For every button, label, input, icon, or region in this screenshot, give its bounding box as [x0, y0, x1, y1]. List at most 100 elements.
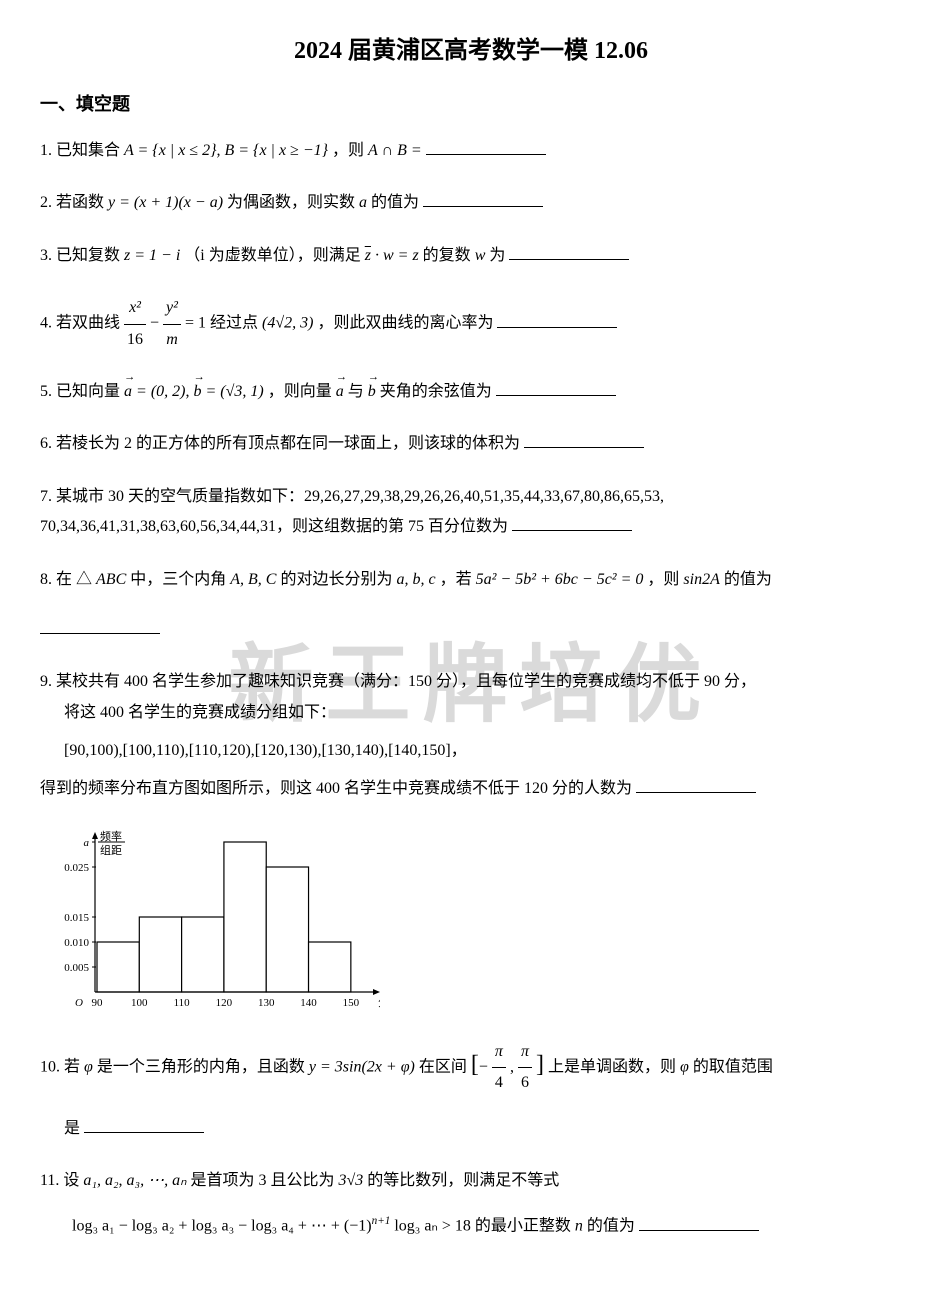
- svg-text:分数: 分数: [378, 996, 380, 1009]
- q-num: 10.: [40, 1058, 60, 1075]
- page-title: 2024 届黄浦区高考数学一模 12.06: [40, 30, 902, 65]
- eq: 5a² − 5b² + 6bc − 5c² = 0: [476, 571, 644, 588]
- q-num: 7.: [40, 488, 52, 505]
- answer-blank: [426, 138, 546, 155]
- question-3: 3. 已知复数 z = 1 − i （i 为虚数单位），则满足 z · w = …: [40, 241, 902, 271]
- q-num: 8.: [40, 571, 52, 588]
- q-num: 1.: [40, 142, 52, 159]
- q-text: 在区间: [419, 1058, 471, 1075]
- eq: = 1: [185, 315, 206, 332]
- question-10: 10. 若 φ 是一个三角形的内角，且函数 y = 3sin(2x + φ) 在…: [40, 1037, 902, 1144]
- q-num: 11.: [40, 1172, 59, 1189]
- q-num: 2.: [40, 194, 52, 211]
- svg-text:频率: 频率: [100, 829, 122, 843]
- section-header: 一、填空题: [40, 90, 902, 116]
- question-8: 8. 在 △ ABC 中，三个内角 A, B, C 的对边长分别为 a, b, …: [40, 565, 902, 646]
- log-expr: log₃ a₁ − log₃ a₂ + log₃ a₃ − log₃ a₄ + …: [72, 1218, 372, 1235]
- fraction: y²m: [163, 293, 181, 355]
- answer-blank: [423, 190, 543, 207]
- svg-text:0.010: 0.010: [64, 937, 89, 949]
- answer-blank: [509, 243, 629, 260]
- answer-blank: [84, 1116, 204, 1133]
- q-formula: A = {x | x ≤ 2}, B = {x | x ≥ −1}: [124, 142, 328, 159]
- fraction: x²16: [124, 293, 146, 355]
- var-phi: φ: [680, 1058, 689, 1075]
- svg-text:140: 140: [300, 997, 317, 1009]
- question-5: 5. 已知向量 a = (0, 2), b = (√3, 1) ，则向量 a 与…: [40, 377, 902, 407]
- q-result: A ∩ B =: [368, 142, 422, 159]
- svg-text:90: 90: [92, 997, 104, 1009]
- histogram-svg: 0.0050.0100.0150.025a9010011012013014015…: [40, 827, 380, 1017]
- var-n: n: [575, 1218, 583, 1235]
- question-6: 6. 若棱长为 2 的正方体的所有顶点都在同一球面上，则该球的体积为: [40, 429, 902, 459]
- q-text: 将这 400 名学生的竞赛成绩分组如下：: [64, 704, 336, 721]
- q-text: 得到的频率分布直方图如图所示，则这 400 名学生中竞赛成绩不低于 120 分的…: [40, 780, 632, 797]
- q-text: 70,34,36,41,31,38,63,60,56,34,44,31，则这组数…: [40, 518, 508, 535]
- answer-blank: [639, 1214, 759, 1231]
- q-text: 若函数: [56, 194, 108, 211]
- log-end: log₃ aₙ > 18: [394, 1218, 471, 1235]
- svg-text:0.015: 0.015: [64, 912, 89, 924]
- q-var: a: [359, 194, 367, 211]
- q-text: 是一个三角形的内角，且函数: [97, 1058, 309, 1075]
- question-2: 2. 若函数 y = (x + 1)(x − a) 为偶函数，则实数 a 的值为: [40, 188, 902, 218]
- q-text: 夹角的余弦值为: [380, 383, 492, 400]
- q-text: 的对边长分别为: [280, 571, 396, 588]
- svg-text:130: 130: [258, 997, 275, 1009]
- question-9: 9. 某校共有 400 名学生参加了趣味知识竞赛（满分：150 分），且每位学生…: [40, 667, 902, 805]
- answer-blank: [40, 617, 160, 634]
- vector-b: b: [368, 377, 376, 407]
- q-text: ，则向量: [268, 383, 336, 400]
- answer-blank: [524, 431, 644, 448]
- q-text: 若双曲线: [56, 315, 124, 332]
- q-text: 在 △: [56, 571, 92, 588]
- question-1: 1. 已知集合 A = {x | x ≤ 2}, B = {x | x ≥ −1…: [40, 136, 902, 166]
- func: y = 3sin(2x + φ): [309, 1058, 415, 1075]
- svg-text:0.025: 0.025: [64, 862, 89, 874]
- b-val: = (√3, 1): [205, 383, 263, 400]
- q-formula: z = 1 − i: [124, 247, 180, 264]
- svg-text:150: 150: [343, 997, 360, 1009]
- q-num: 6.: [40, 435, 52, 452]
- q-text: （i 为虚数单位），则满足: [184, 247, 364, 264]
- q-text: 已知向量: [56, 383, 124, 400]
- q-text: 已知集合: [56, 142, 124, 159]
- q-text: 是: [64, 1120, 80, 1137]
- q-text: 的值为: [587, 1218, 635, 1235]
- q-text: ，则此双曲线的离心率为: [317, 315, 493, 332]
- svg-text:组距: 组距: [100, 843, 122, 857]
- q-num: 3.: [40, 247, 52, 264]
- histogram-chart: 0.0050.0100.0150.025a9010011012013014015…: [40, 827, 902, 1017]
- q-text: 为: [489, 247, 505, 264]
- question-11: 11. 设 a₁, a₂, a₃, ⋯, aₙ 是首项为 3 且公比为 3√3 …: [40, 1166, 902, 1242]
- sides: a, b, c: [396, 571, 435, 588]
- svg-text:110: 110: [174, 997, 191, 1009]
- answer-blank: [496, 379, 616, 396]
- answer-blank: [512, 514, 632, 531]
- q-text: ，则: [647, 571, 683, 588]
- q-num: 9.: [40, 673, 52, 690]
- q-text: 的值为: [371, 194, 419, 211]
- q-formula: y = (x + 1)(x − a): [108, 194, 223, 211]
- question-4: 4. 若双曲线 x²16 − y²m = 1 经过点 (4√2, 3) ，则此双…: [40, 293, 902, 355]
- svg-text:a: a: [84, 837, 90, 849]
- q-text: 为偶函数，则实数: [227, 194, 359, 211]
- vector-a: a: [124, 377, 132, 407]
- q-point: (4√2, 3): [262, 315, 313, 332]
- q-num: 4.: [40, 315, 52, 332]
- a-val: = (0, 2): [136, 383, 185, 400]
- q-num: 5.: [40, 383, 52, 400]
- bracket-l: [: [471, 1051, 479, 1077]
- q-eq: z · w = z: [365, 247, 419, 264]
- q-text: 的复数: [423, 247, 475, 264]
- var-phi: φ: [84, 1058, 93, 1075]
- q-text: 设: [63, 1172, 83, 1189]
- q-var: w: [475, 247, 486, 264]
- neg: −: [479, 1058, 488, 1075]
- q-text: 若: [64, 1058, 84, 1075]
- comma: ,: [510, 1058, 518, 1075]
- fraction: π6: [518, 1037, 532, 1099]
- exponent: n+1: [372, 1215, 391, 1227]
- svg-text:120: 120: [216, 997, 233, 1009]
- answer-blank: [497, 311, 617, 328]
